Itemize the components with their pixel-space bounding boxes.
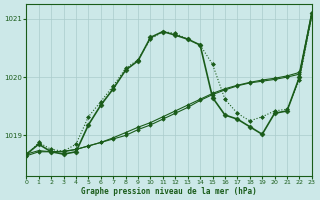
X-axis label: Graphe pression niveau de la mer (hPa): Graphe pression niveau de la mer (hPa) <box>81 187 257 196</box>
